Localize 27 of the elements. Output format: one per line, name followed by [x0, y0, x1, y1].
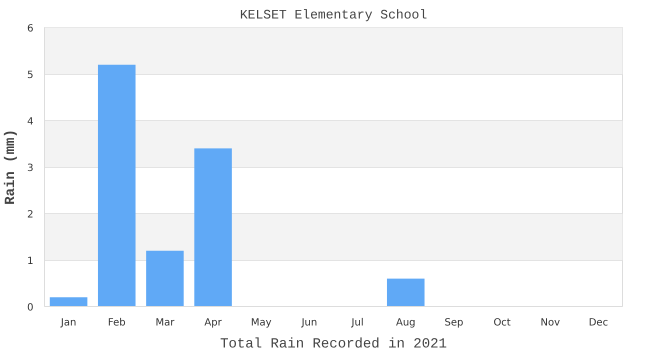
- x-tick-label: Feb: [108, 318, 126, 328]
- y-tick-label: 2: [27, 210, 34, 220]
- x-tick-label: Nov: [540, 318, 560, 328]
- bar: [386, 278, 425, 306]
- y-tick-label: 3: [27, 163, 34, 174]
- x-tick-label: Jul: [350, 318, 364, 328]
- bar: [50, 297, 88, 306]
- y-tick-label: 0: [27, 302, 34, 314]
- y-tick-label: 4: [27, 116, 34, 128]
- x-tick-label: Dec: [588, 318, 608, 328]
- x-tick-label: Aug: [396, 318, 416, 328]
- x-tick-label: Sep: [444, 318, 464, 328]
- bar: [194, 148, 232, 306]
- x-tick-label: Oct: [493, 318, 511, 328]
- chart-title: KELSET Elementary School: [240, 8, 428, 22]
- x-axis-title: Total Rain Recorded in 2021: [220, 336, 447, 352]
- x-tick-label: Apr: [204, 318, 223, 328]
- x-tick-label: Jun: [300, 318, 318, 328]
- y-tick-label: 6: [27, 24, 34, 34]
- x-tick-label: Jan: [60, 318, 76, 328]
- x-tick-label: Mar: [155, 318, 176, 328]
- bar: [146, 250, 184, 306]
- y-tick-label: 1: [27, 256, 34, 267]
- y-tick-label: 5: [27, 70, 34, 81]
- y-axis-title: Rain (mm): [3, 129, 20, 205]
- x-tick-label: May: [250, 318, 272, 328]
- bar: [98, 64, 136, 306]
